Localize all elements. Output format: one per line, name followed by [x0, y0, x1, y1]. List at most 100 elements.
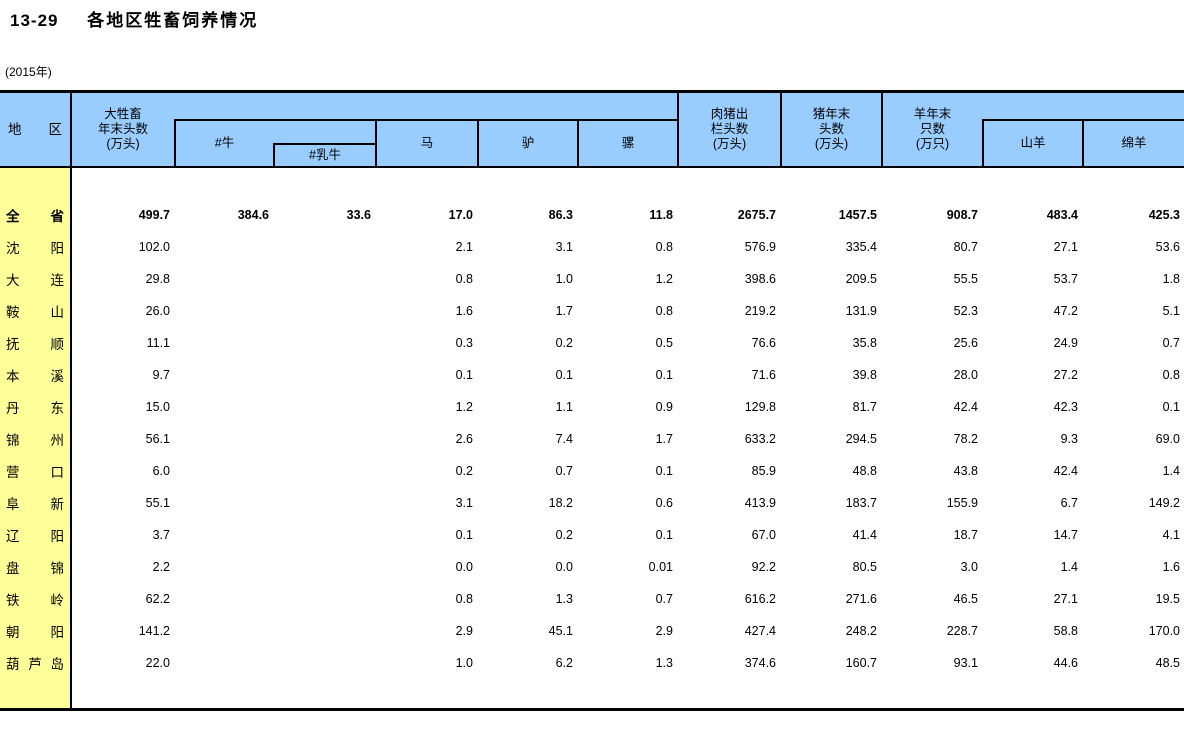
value-cell: 1.2 — [455, 400, 473, 414]
value-cell: 0.7 — [1162, 336, 1180, 350]
value-cell: 0.6 — [655, 496, 673, 510]
value-cell: 0.9 — [655, 400, 673, 414]
value-cell: 24.9 — [1053, 336, 1078, 350]
value-cell: 228.7 — [946, 624, 978, 638]
border-line — [677, 93, 679, 166]
value-cell: 1.6 — [1162, 560, 1180, 574]
value-cell: 11.8 — [649, 208, 673, 222]
header-bottom-border — [0, 166, 1184, 168]
value-cell: 80.5 — [852, 560, 877, 574]
border-line — [577, 119, 579, 166]
value-cell: 15.0 — [145, 400, 170, 414]
table-bottom-border — [0, 708, 1184, 711]
value-cell: 0.1 — [655, 528, 673, 542]
value-cell: 17.0 — [448, 208, 473, 222]
value-cell: 14.7 — [1053, 528, 1078, 542]
value-cell: 56.1 — [145, 432, 170, 446]
table-body: 全省 499.7 384.6 33.6 17.0 86.3 11.8 2675.7 1457.… — [0, 168, 1184, 679]
table-header — [0, 93, 1184, 166]
value-cell: 160.7 — [845, 656, 877, 670]
value-cell: 413.9 — [744, 496, 776, 510]
value-cell: 6.7 — [1060, 496, 1078, 510]
value-cell: 499.7 — [138, 208, 170, 222]
column-header-large-livestock: 大牲畜 年末头数 (万头) — [97, 107, 148, 151]
value-cell: 425.3 — [1148, 208, 1180, 222]
border-line — [1082, 119, 1084, 166]
value-cell: 0.1 — [555, 368, 573, 382]
value-cell: 271.6 — [845, 592, 877, 606]
column-header-hogs-slaughtered: 肉猪出 栏头数 (万头) — [710, 107, 749, 151]
value-cell: 1.8 — [1162, 272, 1180, 286]
year-note: (2015年) — [5, 65, 52, 79]
border-line — [982, 119, 984, 166]
table-row: 铁岭 62.2 0.8 1.3 0.7 616.2 271.6 46.5 27.1 19.5 — [0, 583, 1184, 615]
value-cell: 1.0 — [455, 656, 473, 670]
border-line — [881, 93, 883, 166]
border-line — [477, 119, 479, 166]
value-cell: 3.1 — [455, 496, 473, 510]
value-cell: 633.2 — [744, 432, 776, 446]
value-cell: 53.6 — [1155, 240, 1180, 254]
value-cell: 0.8 — [1162, 368, 1180, 382]
value-cell: 908.7 — [946, 208, 978, 222]
value-cell: 0.1 — [655, 464, 673, 478]
value-cell: 483.4 — [1046, 208, 1078, 222]
border-line — [174, 119, 679, 121]
value-cell: 1.3 — [555, 592, 573, 606]
table-row: 锦州 56.1 2.6 7.4 1.7 633.2 294.5 78.2 9.3 69.0 — [0, 423, 1184, 455]
table-row: 抚顺 11.1 0.3 0.2 0.5 76.6 35.8 25.6 24.9 0.7 — [0, 327, 1184, 359]
value-cell: 9.7 — [152, 368, 170, 382]
table-row: 沈阳 102.0 2.1 3.1 0.8 576.9 335.4 80.7 27.1 53.6 — [0, 231, 1184, 263]
border-line — [780, 93, 782, 166]
value-cell: 0.0 — [555, 560, 573, 574]
value-cell: 576.9 — [744, 240, 776, 254]
value-cell: 55.1 — [145, 496, 170, 510]
value-cell: 131.9 — [845, 304, 877, 318]
value-cell: 0.2 — [455, 464, 473, 478]
column-header-region: 地区 — [8, 122, 62, 137]
region-column-background — [0, 168, 70, 708]
table-row: 葫芦岛 22.0 1.0 6.2 1.3 374.6 160.7 93.1 44.6 48.5 — [0, 647, 1184, 679]
region-cell: 全省 — [6, 209, 64, 224]
value-cell: 2.9 — [455, 624, 473, 638]
value-cell: 18.2 — [548, 496, 573, 510]
value-cell: 0.01 — [648, 560, 673, 574]
value-cell: 69.0 — [1155, 432, 1180, 446]
value-cell: 33.6 — [346, 208, 371, 222]
value-cell: 102.0 — [138, 240, 170, 254]
page-title: 13-29 各地区牲畜饲养情况 — [10, 6, 258, 31]
value-cell: 39.8 — [852, 368, 877, 382]
value-cell: 27.1 — [1053, 592, 1078, 606]
border-line — [273, 143, 275, 166]
value-cell: 335.4 — [845, 240, 877, 254]
value-cell: 2675.7 — [737, 208, 776, 222]
value-cell: 43.8 — [953, 464, 978, 478]
value-cell: 2.1 — [455, 240, 473, 254]
value-cell: 0.3 — [455, 336, 473, 350]
region-cell: 盘锦 — [6, 561, 64, 576]
value-cell: 78.2 — [953, 432, 978, 446]
region-cell: 丹东 — [6, 401, 64, 416]
value-cell: 1.2 — [655, 272, 673, 286]
value-cell: 27.2 — [1053, 368, 1078, 382]
value-cell: 35.8 — [852, 336, 877, 350]
value-cell: 616.2 — [744, 592, 776, 606]
region-cell: 营口 — [6, 465, 64, 480]
region-cell: 阜新 — [6, 497, 64, 512]
value-cell: 183.7 — [845, 496, 877, 510]
table-row: 本溪 9.7 0.1 0.1 0.1 71.6 39.8 28.0 27.2 0.8 — [0, 359, 1184, 391]
table-row: 朝阳 141.2 2.9 45.1 2.9 427.4 248.2 228.7 58.8 170… — [0, 615, 1184, 647]
column-header-cattle: #牛 — [214, 136, 235, 150]
table-number: 13-29 — [10, 11, 59, 30]
value-cell: 42.4 — [953, 400, 978, 414]
value-cell: 53.7 — [1053, 272, 1078, 286]
value-cell: 155.9 — [946, 496, 978, 510]
value-cell: 67.0 — [751, 528, 776, 542]
value-cell: 3.1 — [555, 240, 573, 254]
value-cell: 47.2 — [1053, 304, 1078, 318]
value-cell: 86.3 — [548, 208, 573, 222]
value-cell: 11.1 — [146, 336, 170, 350]
value-cell: 93.1 — [953, 656, 978, 670]
value-cell: 29.8 — [145, 272, 170, 286]
region-cell: 本溪 — [6, 369, 64, 384]
